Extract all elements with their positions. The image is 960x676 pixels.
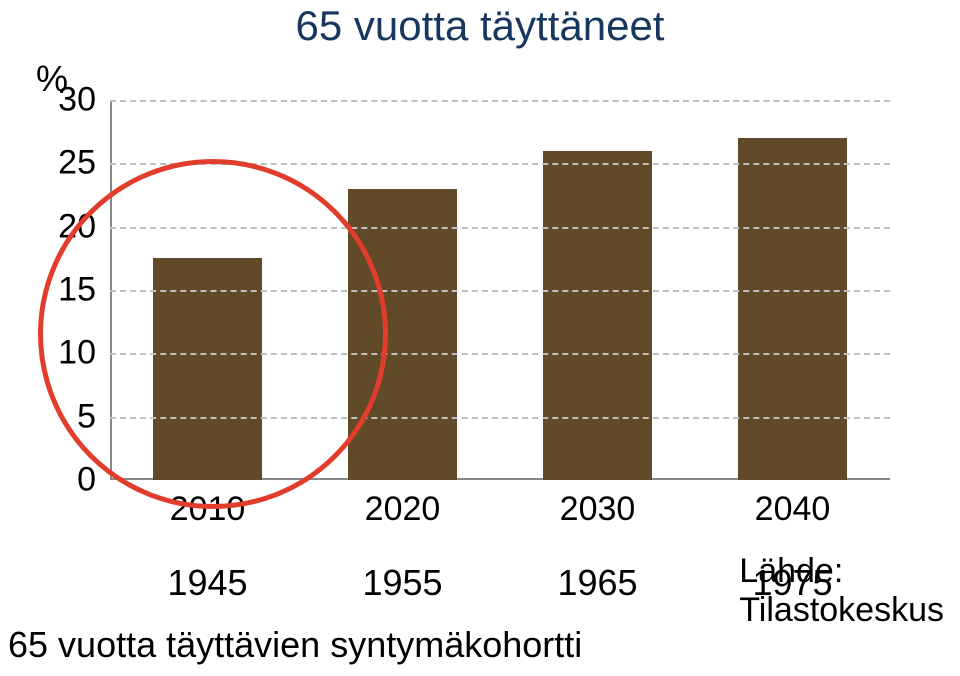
x-tick-label: 2040: [755, 490, 831, 529]
highlight-circle: [38, 159, 388, 509]
bar: [543, 151, 652, 480]
cohort-label: 1965: [557, 562, 637, 604]
x-tick-label: 2020: [365, 490, 441, 529]
y-tick-label: 0: [36, 461, 96, 500]
source-value: Tilastokeskus: [739, 591, 944, 630]
y-tick-label: 30: [36, 81, 96, 120]
chart-plot-area: 0510152025302010202020302040: [110, 100, 890, 480]
gridline: [110, 100, 890, 102]
source-label: Lähde:: [739, 552, 944, 591]
source-block: Lähde: Tilastokeskus: [739, 552, 944, 630]
y-tick-label: 25: [36, 144, 96, 183]
caption: 65 vuotta täyttävien syntymäkohortti: [8, 624, 582, 666]
chart-page: 65 vuotta täyttäneet % 05101520253020102…: [0, 0, 960, 676]
x-tick-label: 2030: [560, 490, 636, 529]
chart-title: 65 vuotta täyttäneet: [0, 2, 960, 50]
bar: [738, 138, 847, 480]
cohort-label: 1945: [167, 562, 247, 604]
cohort-label: 1955: [362, 562, 442, 604]
